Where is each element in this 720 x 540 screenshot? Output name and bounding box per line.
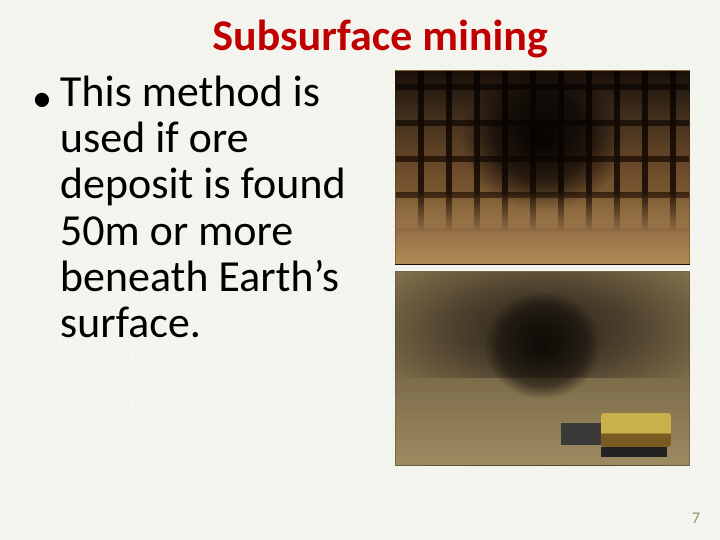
bullet-marker-icon: • xyxy=(30,68,60,118)
slide: Subsurface mining • This method is used … xyxy=(0,0,720,540)
image-column xyxy=(395,68,690,466)
image-placeholder-mine-cavern xyxy=(395,271,690,466)
image-placeholder-mine-shaft xyxy=(395,70,690,265)
bullet-column: • This method is used if ore deposit is … xyxy=(30,68,385,345)
bullet-item: • This method is used if ore deposit is … xyxy=(30,68,385,345)
bullet-text: This method is used if ore deposit is fo… xyxy=(60,68,385,345)
content-row: • This method is used if ore deposit is … xyxy=(30,68,690,466)
page-number: 7 xyxy=(692,509,700,528)
slide-title: Subsurface mining xyxy=(70,8,690,62)
